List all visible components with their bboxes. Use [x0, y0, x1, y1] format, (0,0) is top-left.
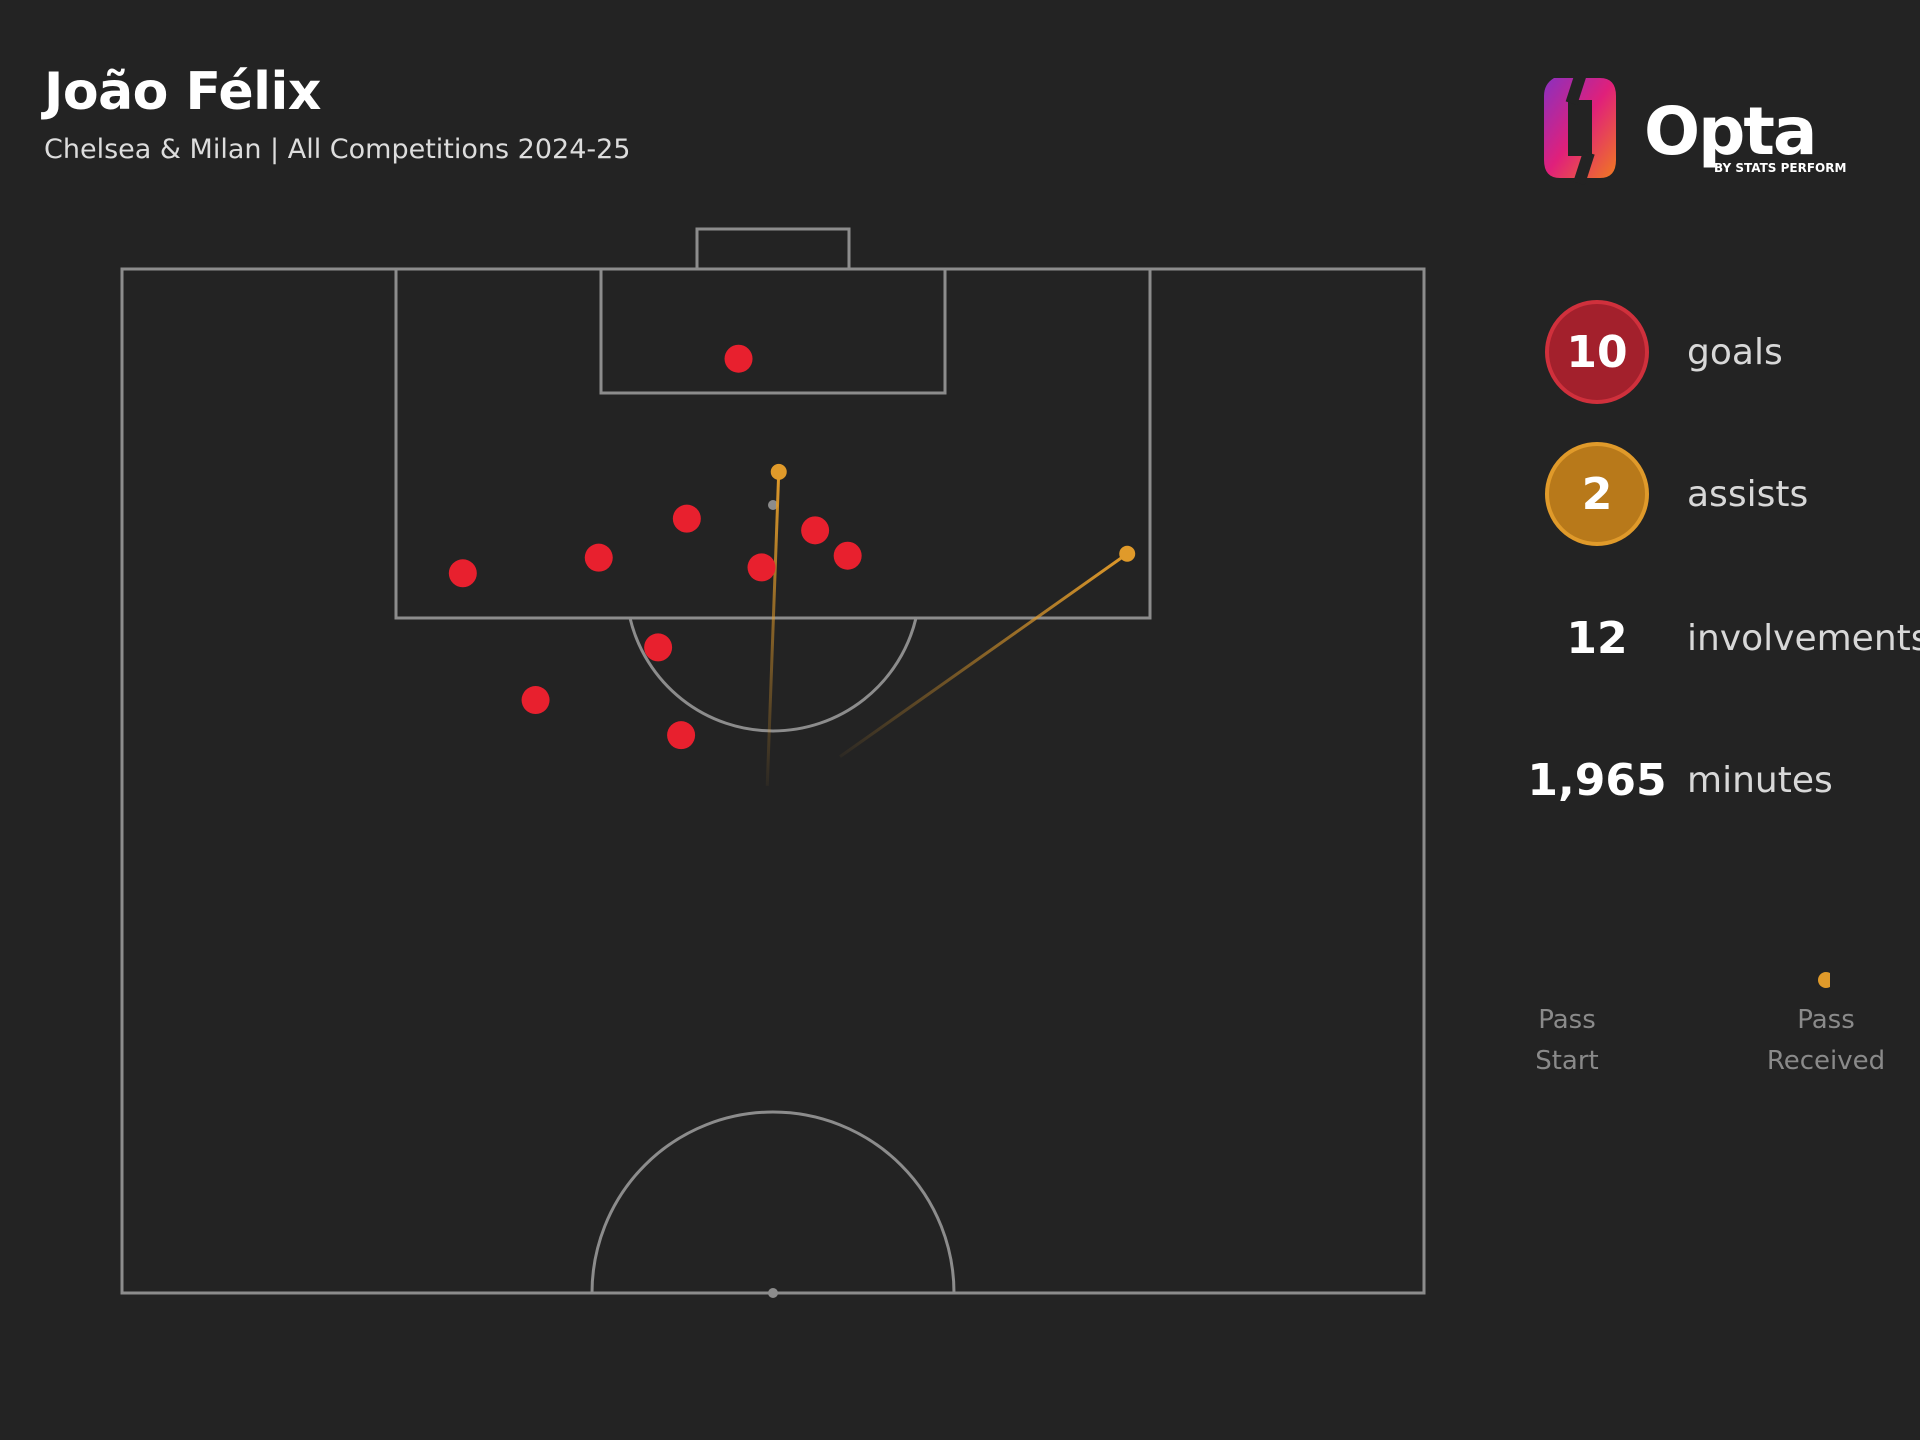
- assist-pass-line: [839, 552, 1129, 758]
- goal-shot-marker: [448, 559, 477, 588]
- centre-circle: [590, 1110, 956, 1294]
- opta-tagline: BY STATS PERFORM: [1714, 161, 1846, 175]
- involvements-label: involvements: [1687, 617, 1920, 659]
- stat-goals: 10 goals: [1545, 300, 1920, 410]
- goal-shot-marker: [833, 541, 862, 570]
- goal-shot-marker: [801, 516, 830, 545]
- legend-pass-received: Pass Received: [1766, 1005, 1886, 1076]
- penalty-spot: [768, 500, 778, 510]
- player-name: João Félix: [44, 62, 321, 122]
- legend-pass-start: Pass Start: [1535, 1005, 1599, 1076]
- minutes-count: 1,965: [1527, 754, 1667, 806]
- assist-pass-received-marker: [770, 463, 787, 480]
- legend-pass-received-marker: [1818, 972, 1830, 988]
- goal-shot-marker: [747, 553, 776, 582]
- goal-shot-marker: [724, 344, 753, 373]
- assist-pass-received-marker: [1119, 545, 1136, 562]
- opta-wordmark: Opta: [1644, 93, 1815, 170]
- six-yard-box: [599, 267, 947, 395]
- opta-mark-icon: [1544, 74, 1616, 186]
- assists-count: 2: [1545, 442, 1649, 546]
- goal-shot-marker: [644, 633, 673, 662]
- legend-pass-line: [1566, 972, 1830, 988]
- opta-logo: Opta BY STATS PERFORM: [1544, 74, 1846, 186]
- stat-minutes: 1,965 minutes: [1527, 728, 1920, 838]
- centre-spot: [768, 1288, 778, 1298]
- goal-shot-marker: [667, 721, 696, 750]
- goal-shot-marker: [584, 543, 613, 572]
- involvements-count: 12: [1566, 612, 1628, 664]
- minutes-label: minutes: [1687, 759, 1833, 801]
- goals-count: 10: [1545, 300, 1649, 404]
- assists-layer: [765, 463, 1136, 786]
- stat-assists: 2 assists: [1545, 442, 1920, 552]
- stat-involvements: 12 involvements: [1545, 586, 1920, 696]
- goal: [695, 227, 851, 271]
- assists-label: assists: [1687, 473, 1809, 515]
- penalty-arc: [628, 617, 918, 733]
- pitch-outline: [120, 267, 1426, 1295]
- goals-layer: [448, 344, 862, 750]
- goal-shot-marker: [521, 686, 550, 715]
- goals-label: goals: [1687, 331, 1783, 373]
- assist-pass-line: [765, 471, 781, 786]
- subtitle: Chelsea & Milan | All Competitions 2024-…: [44, 134, 631, 165]
- goal-shot-marker: [672, 504, 701, 533]
